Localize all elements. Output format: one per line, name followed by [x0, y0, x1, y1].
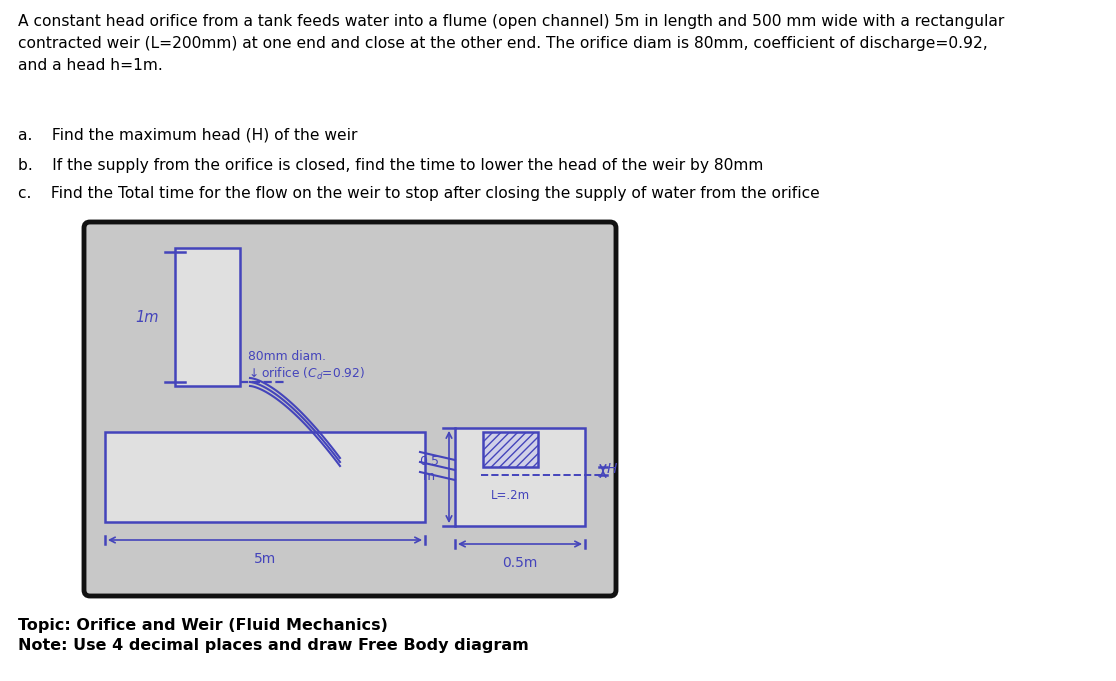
Text: L=.2m: L=.2m: [491, 489, 530, 502]
Bar: [105, 432, 425, 522]
FancyBboxPatch shape: [84, 222, 616, 596]
Text: Topic: Orifice and Weir (Fluid Mechanics): Topic: Orifice and Weir (Fluid Mechanics…: [18, 618, 388, 633]
Bar: [175, 248, 240, 386]
Text: Note: Use 4 decimal places and draw Free Body diagram: Note: Use 4 decimal places and draw Free…: [18, 638, 529, 653]
Text: a.    Find the maximum head (H) of the weir: a. Find the maximum head (H) of the weir: [18, 128, 357, 143]
Text: 0.5m: 0.5m: [502, 556, 538, 570]
Text: 5m: 5m: [253, 552, 276, 566]
Text: c.    Find the Total time for the flow on the weir to stop after closing the sup: c. Find the Total time for the flow on t…: [18, 186, 820, 201]
Text: A constant head orifice from a tank feeds water into a flume (open channel) 5m i: A constant head orifice from a tank feed…: [18, 14, 1004, 74]
Text: H: H: [607, 462, 617, 476]
Text: 1m: 1m: [135, 309, 158, 325]
Bar: [483, 432, 538, 467]
Text: 0.5
m: 0.5 m: [418, 455, 439, 483]
Text: b.    If the supply from the orifice is closed, find the time to lower the head : b. If the supply from the orifice is clo…: [18, 158, 763, 173]
Text: 80mm diam.: 80mm diam.: [248, 350, 326, 363]
Bar: [455, 428, 585, 526]
Text: $\downarrow$orifice ($C_d$=0.92): $\downarrow$orifice ($C_d$=0.92): [246, 366, 365, 382]
